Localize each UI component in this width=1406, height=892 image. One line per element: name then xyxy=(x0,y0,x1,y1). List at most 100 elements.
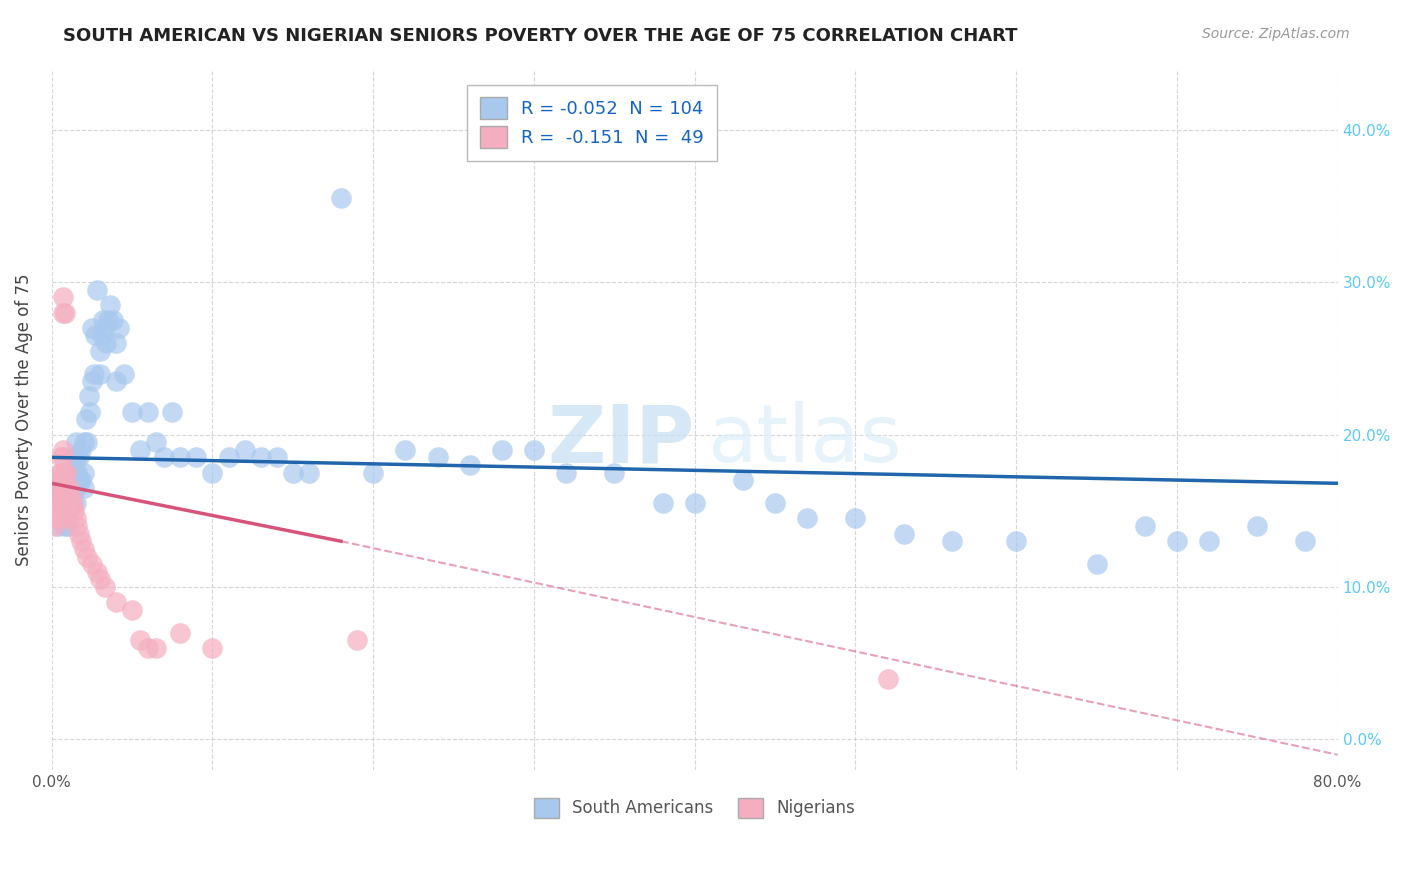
Point xyxy=(80,374,103,388)
Point xyxy=(346,633,368,648)
Point xyxy=(763,496,786,510)
Point xyxy=(66,450,89,465)
Point xyxy=(56,496,79,510)
Point xyxy=(83,367,105,381)
Point xyxy=(91,313,114,327)
Point xyxy=(53,481,76,495)
Point xyxy=(52,305,75,319)
Point xyxy=(63,504,86,518)
Point xyxy=(89,367,111,381)
Point xyxy=(73,466,96,480)
Point xyxy=(66,466,89,480)
Point xyxy=(69,534,91,549)
Point xyxy=(796,511,818,525)
Point xyxy=(60,481,83,495)
Point xyxy=(65,496,87,510)
Point xyxy=(69,473,91,487)
Point xyxy=(73,481,96,495)
Point xyxy=(186,450,208,465)
Point xyxy=(101,313,124,327)
Point xyxy=(555,466,578,480)
Point xyxy=(65,481,87,495)
Point xyxy=(169,625,191,640)
Point xyxy=(79,404,101,418)
Point xyxy=(76,435,98,450)
Point xyxy=(51,489,73,503)
Point xyxy=(62,496,84,510)
Point xyxy=(58,489,80,503)
Point xyxy=(86,283,108,297)
Point xyxy=(56,466,79,480)
Point xyxy=(49,511,72,525)
Point xyxy=(53,496,76,510)
Point xyxy=(55,481,77,495)
Point xyxy=(153,450,176,465)
Point xyxy=(51,473,73,487)
Point xyxy=(52,290,75,304)
Point xyxy=(56,511,79,525)
Point xyxy=(136,640,159,655)
Point xyxy=(45,496,67,510)
Point xyxy=(66,519,89,533)
Point xyxy=(86,565,108,579)
Point xyxy=(169,450,191,465)
Point xyxy=(266,450,288,465)
Point xyxy=(458,458,481,472)
Point xyxy=(67,526,90,541)
Point xyxy=(45,511,67,525)
Point xyxy=(281,466,304,480)
Point xyxy=(56,481,79,495)
Point xyxy=(51,466,73,480)
Point xyxy=(80,557,103,571)
Point xyxy=(893,526,915,541)
Point xyxy=(121,603,143,617)
Y-axis label: Seniors Poverty Over the Age of 75: Seniors Poverty Over the Age of 75 xyxy=(15,273,32,566)
Point xyxy=(56,504,79,518)
Point xyxy=(94,320,117,334)
Point xyxy=(63,450,86,465)
Point xyxy=(105,595,128,609)
Point xyxy=(523,442,546,457)
Point xyxy=(90,328,112,343)
Point xyxy=(62,481,84,495)
Point xyxy=(145,435,167,450)
Point xyxy=(1166,534,1188,549)
Point xyxy=(49,473,72,487)
Point xyxy=(77,389,100,403)
Point xyxy=(683,496,706,510)
Point xyxy=(84,328,107,343)
Point xyxy=(60,489,83,503)
Point xyxy=(65,466,87,480)
Point xyxy=(51,481,73,495)
Point xyxy=(105,374,128,388)
Point xyxy=(60,466,83,480)
Point xyxy=(97,313,120,327)
Point xyxy=(49,481,72,495)
Point xyxy=(52,442,75,457)
Point xyxy=(65,511,87,525)
Point xyxy=(62,496,84,510)
Legend: South Americans, Nigerians: South Americans, Nigerians xyxy=(527,791,862,825)
Point xyxy=(67,473,90,487)
Point xyxy=(46,511,69,525)
Text: Source: ZipAtlas.com: Source: ZipAtlas.com xyxy=(1202,27,1350,41)
Point xyxy=(162,404,184,418)
Point xyxy=(129,633,152,648)
Point xyxy=(731,473,754,487)
Point xyxy=(249,450,271,465)
Point xyxy=(1198,534,1220,549)
Point xyxy=(53,466,76,480)
Point xyxy=(46,519,69,533)
Point xyxy=(55,466,77,480)
Point xyxy=(49,511,72,525)
Point xyxy=(651,496,673,510)
Point xyxy=(844,511,866,525)
Point xyxy=(76,549,98,564)
Point xyxy=(1085,557,1108,571)
Point xyxy=(201,640,224,655)
Point xyxy=(98,298,121,312)
Point xyxy=(55,489,77,503)
Point xyxy=(58,481,80,495)
Point xyxy=(73,541,96,556)
Point xyxy=(233,442,256,457)
